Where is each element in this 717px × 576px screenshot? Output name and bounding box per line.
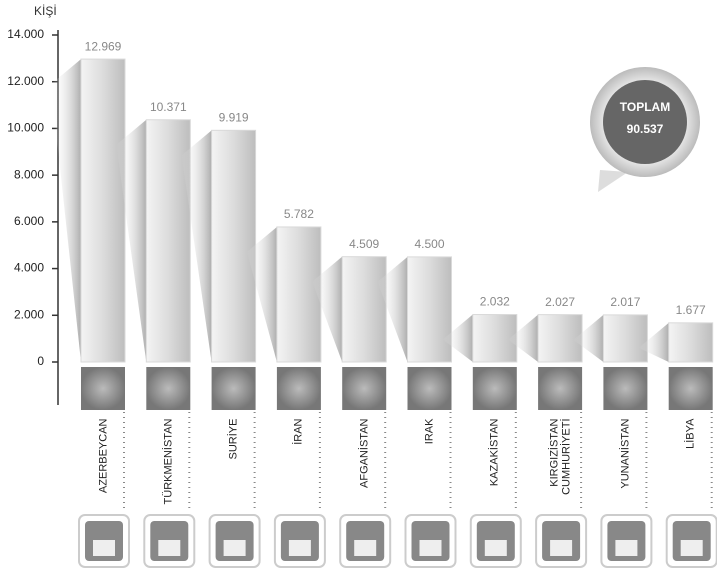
flag-box — [603, 367, 648, 410]
category-label: SURİYE — [227, 418, 240, 459]
flag-box — [211, 367, 256, 410]
value-label: 9.919 — [219, 110, 249, 124]
flag-box — [276, 367, 321, 410]
bar — [276, 226, 322, 363]
icon-landmark — [615, 540, 638, 556]
flag-box — [538, 367, 583, 410]
flag-box — [81, 367, 125, 410]
y-tick-label: 12.000 — [7, 74, 44, 88]
value-label: 2.032 — [480, 295, 510, 309]
badge — [603, 80, 687, 164]
category-label: KIRGIZİSTAN CUMHURİYETİ — [548, 418, 573, 495]
value-label: 1.677 — [676, 303, 706, 317]
bar-shadow — [246, 226, 277, 362]
bar-shadow — [442, 314, 473, 362]
bar-shadow — [116, 119, 147, 363]
flag-box — [342, 367, 387, 410]
category-label: İRAN — [292, 418, 305, 445]
total-title: TOPLAM — [620, 100, 670, 114]
bar-shadow — [312, 256, 343, 362]
icon-landmark — [93, 540, 115, 556]
y-tick-label: 10.000 — [7, 121, 44, 135]
value-label: 10.371 — [150, 100, 187, 114]
icon-landmark — [158, 540, 181, 556]
bar-shadow — [377, 256, 408, 362]
category-label: YUNANİSTAN — [619, 418, 632, 489]
icon-landmark — [680, 540, 703, 556]
icon-landmark — [550, 540, 573, 556]
bar-shadow — [181, 130, 212, 362]
category-label: LİBYA — [684, 418, 697, 449]
icon-landmark — [354, 540, 377, 556]
y-tick-label: 8.000 — [14, 167, 44, 181]
bar-shadow — [508, 314, 539, 362]
icon-landmark — [223, 540, 246, 556]
y-tick-label: 4.000 — [14, 261, 44, 275]
bar-shadow — [51, 59, 81, 363]
value-label: 12.969 — [85, 39, 122, 53]
category-label: AFGANİSTAN — [358, 418, 371, 488]
flag-box — [146, 367, 191, 410]
icon-landmark — [288, 540, 311, 556]
icon-landmark — [419, 540, 442, 556]
y-tick-label: 2.000 — [14, 307, 44, 321]
category-label: AZERBEYCAN — [97, 418, 109, 493]
badge-tail — [598, 170, 628, 192]
bar — [407, 256, 452, 363]
category-label: TÜRKMENİSTAN — [162, 418, 175, 504]
bar — [80, 58, 126, 363]
bar-shadow — [573, 314, 604, 362]
bar-shadow — [638, 322, 669, 362]
value-label: 4.509 — [349, 237, 379, 251]
y-tick-label: 0 — [37, 354, 44, 368]
bar — [341, 256, 387, 363]
flag-box — [472, 367, 517, 410]
value-label: 2.017 — [610, 295, 640, 309]
y-tick-label: 6.000 — [14, 214, 44, 228]
y-axis-label: KİŞİ — [34, 4, 57, 18]
bar — [537, 314, 583, 363]
bar — [211, 129, 257, 363]
category-label: IRAK — [423, 418, 436, 444]
value-label: 2.027 — [545, 295, 575, 309]
bar — [472, 314, 518, 363]
value-label: 4.500 — [414, 237, 444, 251]
icon-landmark — [484, 540, 507, 556]
total-value: 90.537 — [627, 122, 664, 136]
flag-box — [407, 367, 452, 410]
y-tick-label: 14.000 — [7, 27, 44, 41]
bar — [668, 322, 714, 363]
value-label: 5.782 — [284, 207, 314, 221]
category-label: KAZAKİSTAN — [488, 418, 501, 486]
flag-box — [668, 367, 713, 410]
bar — [602, 314, 648, 363]
